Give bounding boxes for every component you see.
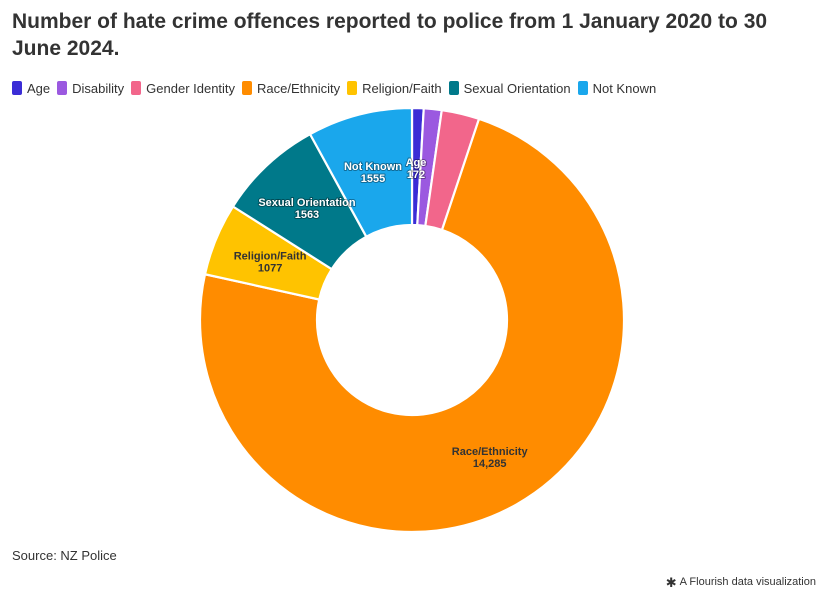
legend-label-age: Age [27, 80, 51, 96]
chart-title: Number of hate crime offences reported t… [12, 10, 768, 60]
data-label-name: Not Known [344, 161, 402, 173]
legend-label-not-known: Not Known [592, 80, 657, 96]
legend-swatch-race-ethnicity [242, 81, 253, 95]
legend-item-not-known[interactable]: Not Known [577, 80, 657, 96]
legend-label-disability: Disability [72, 80, 125, 96]
legend: Age Disability Gender Identity Race/Ethnici… [12, 79, 663, 97]
legend-swatch-religion-faith [347, 81, 358, 95]
legend-label-gender-identity: Gender Identity [146, 80, 236, 96]
legend-item-sexual-orientation[interactable]: Sexual Orientation [448, 80, 571, 96]
legend-item-disability[interactable]: Disability [57, 81, 124, 96]
data-label-name: Religion/Faith [234, 250, 307, 262]
legend-label-sexual-orientation: Sexual Orientation [463, 80, 571, 96]
legend-item-gender-identity[interactable]: Gender Identity [131, 81, 235, 96]
legend-label-religion-faith: Religion/Faith [362, 80, 442, 96]
legend-label-race-ethnicity: Race/Ethnicity [257, 80, 341, 96]
data-label-value: 1563 [295, 209, 319, 221]
legend-swatch-sexual-orientation [448, 81, 459, 95]
slice-not-known[interactable] [308, 106, 414, 238]
data-label-value: 1077 [258, 262, 282, 274]
data-label-value: 14,285 [473, 458, 507, 470]
legend-swatch-not-known [577, 81, 588, 95]
legend-swatch-disability [57, 81, 68, 95]
slice-race-ethnicity[interactable] [198, 117, 626, 534]
legend-swatch-gender-identity [131, 81, 142, 95]
legend-swatch-age [12, 81, 22, 95]
data-label-name: Sexual Orientation [258, 197, 355, 209]
flourish-logo-icon: ✱ [665, 574, 677, 590]
legend-item-race-ethnicity[interactable]: Race/Ethnicity [242, 81, 340, 96]
data-label-name: Race/Ethnicity [452, 446, 529, 458]
credit-text: A Flourish data visualization [679, 576, 816, 588]
flourish-credit[interactable]: ✱ A Flourish data visualization [665, 574, 816, 590]
source-note: Source: NZ Police [12, 548, 117, 563]
legend-item-age[interactable]: Age [12, 81, 50, 96]
data-label-name: Age [406, 157, 427, 169]
data-label-value: 172 [407, 169, 425, 181]
data-label-value: 1555 [361, 173, 385, 185]
legend-item-religion-faith[interactable]: Religion/Faith [347, 81, 442, 96]
